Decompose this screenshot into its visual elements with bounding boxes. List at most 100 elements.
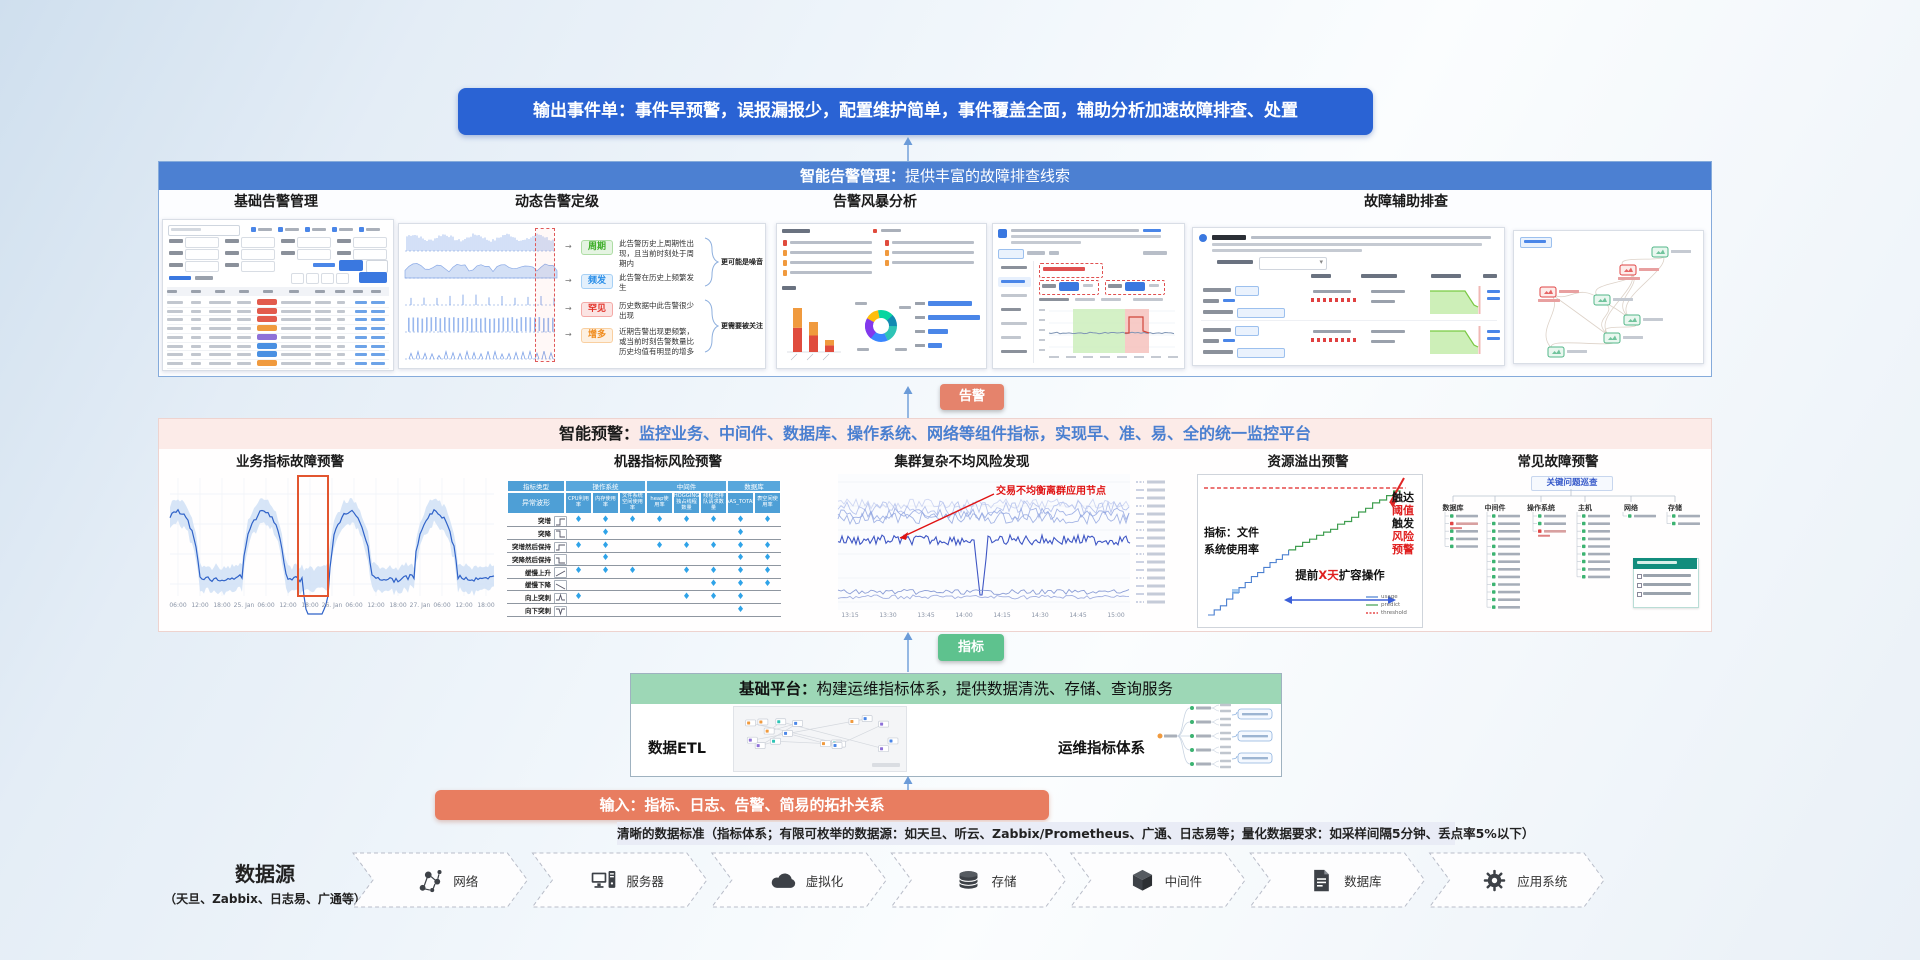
business-metric-svg bbox=[169, 475, 495, 615]
text-bar bbox=[195, 276, 213, 280]
text-bar bbox=[167, 309, 183, 313]
check-diamond-icon: ♦ bbox=[601, 540, 610, 551]
topology-graph bbox=[1538, 246, 1691, 358]
metric-flow-badge-label: 指标 bbox=[957, 640, 984, 655]
text-bar bbox=[209, 309, 231, 313]
biz-x-tick-0: 06:00 bbox=[169, 602, 187, 609]
grading-desc-3: 近期告警出现更频繁，或当前时刻告警数量比历史均值有明显的增多 bbox=[619, 327, 694, 357]
check-diamond-icon: ♦ bbox=[736, 540, 745, 551]
thumb-dynamic-alert-grading: → 周期 此告警历史上周期性出现，且当前时刻处于周期内 → 频发 此告警在历史上频繁发生 →… bbox=[398, 223, 766, 369]
text-bar bbox=[371, 327, 385, 331]
datasource-item-label: 存储 bbox=[991, 873, 1017, 889]
text-bar bbox=[1149, 284, 1159, 287]
metric-mindmap-svg bbox=[1157, 703, 1273, 769]
text-bar bbox=[1371, 300, 1395, 303]
text-bar bbox=[281, 344, 311, 348]
severity-tag-mock bbox=[257, 333, 277, 340]
check-diamond-icon: ♦ bbox=[628, 566, 637, 577]
text-bar bbox=[895, 348, 907, 351]
middleware-icon bbox=[1132, 869, 1152, 891]
text-bar bbox=[1203, 299, 1219, 303]
grading-badge-2: 罕见 bbox=[581, 302, 613, 317]
value-chip bbox=[1059, 282, 1079, 291]
text-bar bbox=[790, 251, 872, 254]
sidebar-mock bbox=[997, 261, 1034, 363]
info-icon bbox=[998, 229, 1007, 238]
chevron-down-icon: ▾ bbox=[1319, 258, 1323, 266]
arrow-glyph: → bbox=[565, 330, 572, 339]
pagination-box-mock bbox=[291, 273, 304, 284]
datasource-item-label: 应用系统 bbox=[1517, 873, 1568, 889]
biz-x-tick-10: 18:00 bbox=[389, 602, 407, 609]
text-bar bbox=[1223, 299, 1235, 302]
text-bar bbox=[371, 353, 385, 357]
text-bar bbox=[783, 260, 787, 266]
filter-input-mock bbox=[185, 261, 219, 272]
text-bar bbox=[251, 227, 256, 232]
row-divider bbox=[1201, 320, 1497, 321]
text-bar bbox=[167, 301, 183, 304]
mini-periodic-chart bbox=[405, 317, 557, 333]
severity-tag-mock bbox=[257, 351, 277, 358]
flow-arrow-icon bbox=[903, 137, 913, 161]
text-bar bbox=[355, 353, 367, 357]
filter-input-mock bbox=[353, 249, 387, 260]
text-bar bbox=[191, 318, 201, 322]
text-bar bbox=[1313, 330, 1351, 333]
export-button-mock bbox=[359, 272, 387, 283]
dropdown-mock: ▾ bbox=[1259, 257, 1327, 270]
text-bar bbox=[355, 361, 367, 365]
text-bar bbox=[315, 301, 331, 304]
check-diamond-icon: ♦ bbox=[682, 591, 691, 602]
text-bar bbox=[899, 306, 911, 309]
table-header-mock bbox=[167, 287, 389, 296]
grading-group-label-1: 更需要被关注 bbox=[721, 322, 763, 330]
text-bar bbox=[1083, 284, 1093, 287]
mt-row-line bbox=[507, 615, 781, 617]
text-bar bbox=[355, 327, 367, 331]
wave-glyph-svg bbox=[555, 530, 565, 538]
mini-periodic-chart bbox=[404, 263, 558, 279]
text-bar bbox=[337, 239, 351, 243]
row-divider bbox=[167, 306, 389, 308]
text-bar bbox=[885, 250, 889, 256]
text-bar bbox=[209, 318, 231, 322]
text-bar bbox=[1361, 274, 1397, 278]
text-bar bbox=[1311, 274, 1331, 278]
text-bar bbox=[1027, 251, 1045, 255]
text-bar bbox=[1431, 274, 1461, 278]
severity-tag-mock bbox=[257, 299, 277, 305]
check-diamond-icon: ♦ bbox=[736, 553, 745, 564]
standards-note: 清晰的数据标准（指标体系；有限可枚举的数据源：如天旦、听云、Zabbix/Pro… bbox=[617, 822, 1534, 845]
severity-tag-mock bbox=[257, 359, 277, 366]
metric-flow-badge: 指标 bbox=[938, 634, 1004, 661]
text-bar bbox=[315, 335, 331, 339]
text-bar bbox=[1212, 235, 1246, 240]
smart-alert-mgmt-subtitle: 提供丰富的故障排查线索 bbox=[905, 167, 1071, 185]
check-diamond-icon: ♦ bbox=[709, 579, 718, 589]
resource-metric-label: 指标：文件系统使用率 bbox=[1204, 526, 1259, 556]
flow-arrow-icon bbox=[903, 776, 913, 790]
mt-row-line bbox=[507, 539, 781, 541]
row-divider bbox=[167, 324, 389, 326]
warning-column-title-1: 机器指标风险预警 bbox=[614, 454, 722, 470]
legend-entry: threshold bbox=[1366, 610, 1407, 616]
text-bar bbox=[191, 344, 201, 348]
text-bar bbox=[281, 353, 311, 357]
text-bar bbox=[169, 263, 183, 267]
text-bar bbox=[237, 344, 251, 348]
filter-input-mock bbox=[185, 249, 219, 260]
text-bar bbox=[315, 290, 325, 293]
cluster-x-tick-2: 13:45 bbox=[917, 612, 935, 619]
mt-col-0-2: 文件系统空间使用率 bbox=[619, 492, 646, 514]
mt-row-label-6: 向上突刺 bbox=[525, 594, 551, 603]
text-bar bbox=[1212, 249, 1362, 252]
thumb-data-etl bbox=[733, 706, 907, 772]
check-diamond-icon: ♦ bbox=[682, 540, 691, 551]
filter-input-mock bbox=[185, 237, 219, 248]
cluster-x-tick-0: 13:15 bbox=[841, 612, 859, 619]
cluster-annotation: 交易不均衡离群应用节点 bbox=[996, 486, 1106, 497]
text-bar bbox=[1039, 298, 1069, 301]
text-bar bbox=[337, 309, 345, 313]
chart-resource-overflow: 指标：文件系统使用率 触达 阈值 触发 风险 预警 提前X天扩容操作 usage predict… bbox=[1197, 474, 1423, 628]
